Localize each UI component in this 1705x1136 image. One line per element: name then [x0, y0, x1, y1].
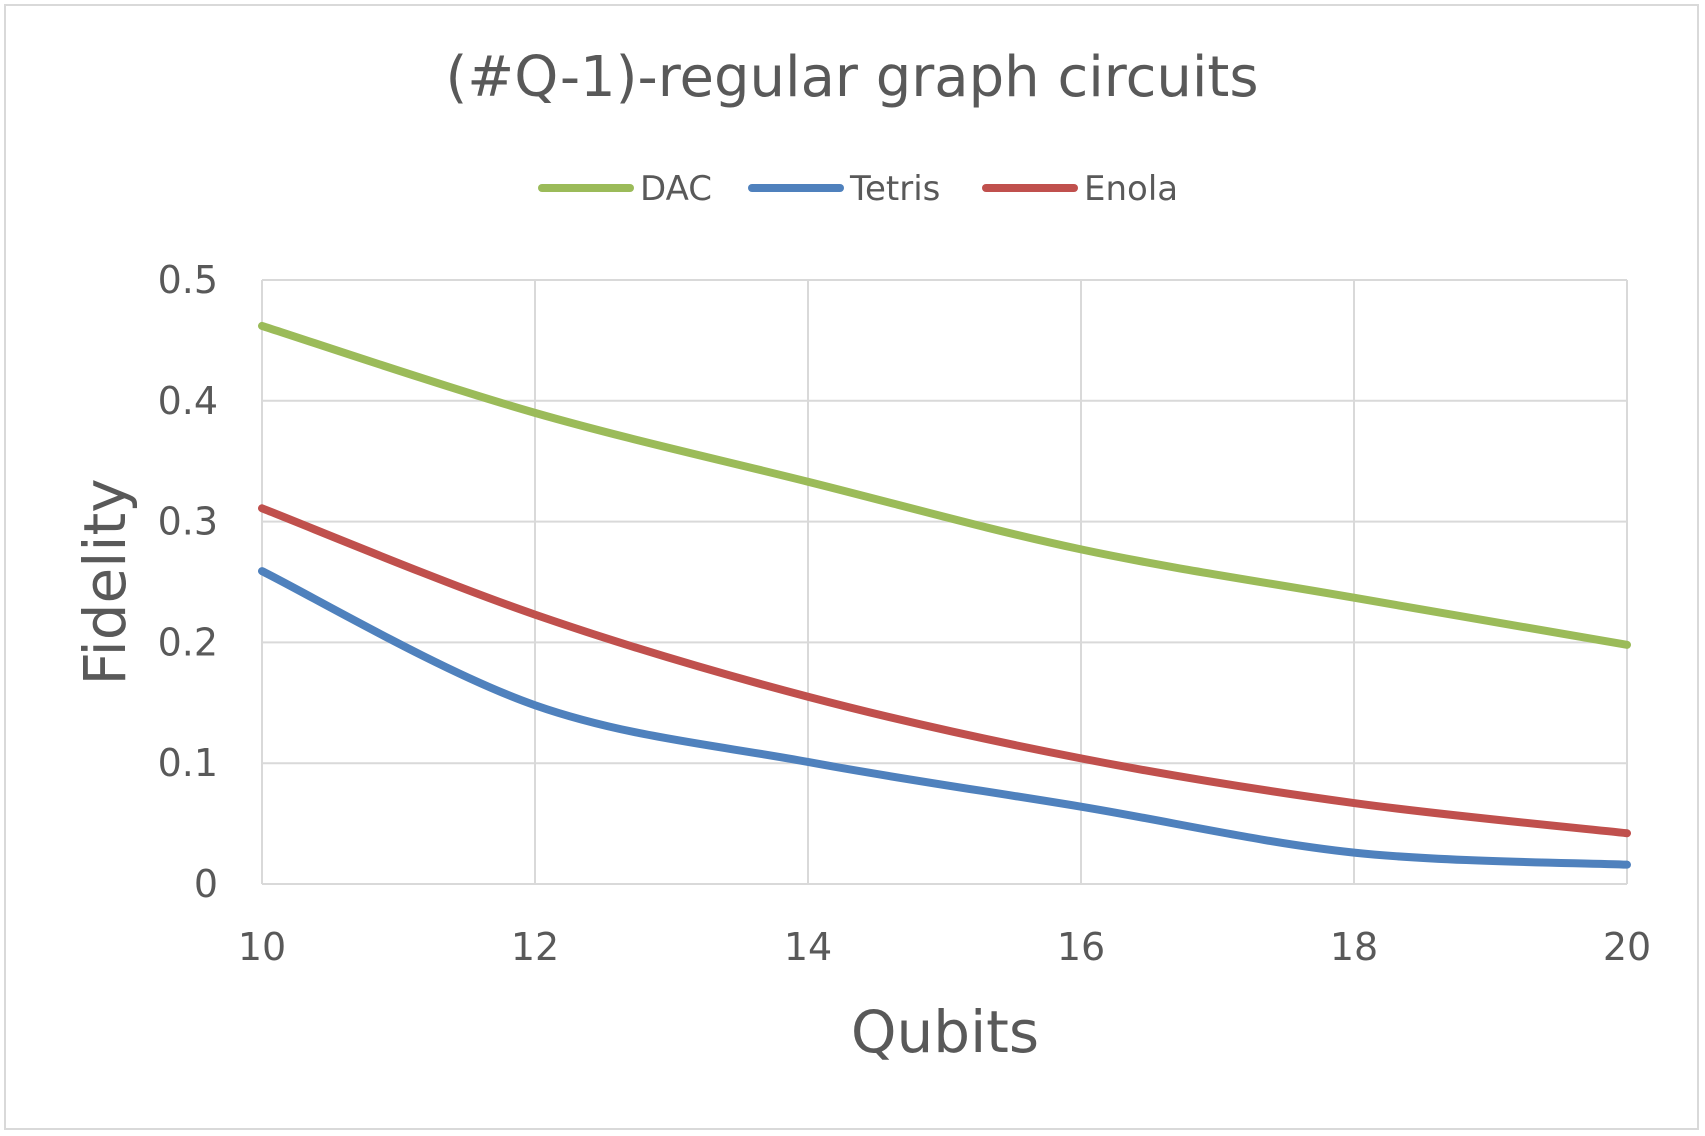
chart-area	[4, 4, 1699, 1130]
x-tick-label: 14	[784, 925, 832, 969]
series-line-dac	[258, 321, 1631, 649]
legend-label-dac: DAC	[640, 169, 712, 209]
x-tick-label: 16	[1057, 925, 1105, 969]
y-tick-label: 0.3	[158, 500, 218, 544]
x-tick-label: 20	[1603, 925, 1651, 969]
y-tick-label: 0.2	[158, 620, 218, 664]
legend-label-tetris: Tetris	[849, 169, 940, 209]
y-axis-title: Fidelity	[71, 478, 139, 685]
y-tick-label: 0.4	[158, 379, 218, 423]
x-tick-label: 18	[1330, 925, 1378, 969]
x-axis-title: Qubits	[851, 998, 1039, 1066]
y-tick-label: 0.5	[158, 258, 218, 302]
series-lines	[258, 321, 1631, 869]
grid-lines	[261, 279, 1628, 885]
series-line-tetris	[258, 567, 1631, 869]
chart-title: (#Q-1)-regular graph circuits	[445, 45, 1258, 110]
y-tick-label: 0	[194, 862, 218, 906]
y-tick-label: 0.1	[158, 741, 218, 785]
x-tick-label: 10	[238, 925, 286, 969]
legend-label-enola: Enola	[1084, 169, 1178, 209]
y-axis-ticks: 0 0.1 0.2 0.3 0.4 0.5	[158, 258, 218, 906]
x-axis-ticks: 10 12 14 16 18 20	[238, 925, 1651, 969]
legend: DAC Tetris Enola	[538, 169, 1178, 209]
x-tick-label: 12	[511, 925, 559, 969]
series-line-enola	[258, 504, 1631, 838]
